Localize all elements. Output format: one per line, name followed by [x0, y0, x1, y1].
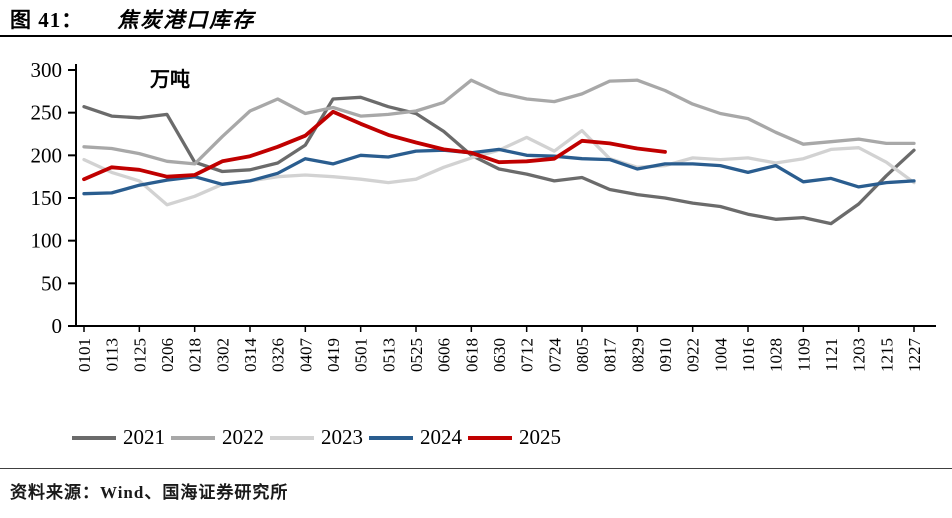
x-tick-label: 1004 — [711, 338, 730, 373]
x-tick-label: 0630 — [490, 338, 509, 372]
data-source: 资料来源：Wind、国海证券研究所 — [10, 483, 289, 502]
legend-label: 2021 — [123, 425, 165, 449]
x-tick-label: 1028 — [767, 338, 786, 372]
legend-label: 2023 — [321, 425, 363, 449]
x-tick-label: 0829 — [628, 338, 647, 372]
series-line-2024 — [82, 147, 916, 196]
series-line-2025 — [82, 109, 667, 182]
legend-item-2022: 2022 — [171, 425, 264, 450]
x-tick-label: 0218 — [186, 338, 205, 372]
legend-item-2025: 2025 — [468, 425, 561, 450]
chart-legend: 2021 2022 2023 2024 2025 — [72, 425, 567, 450]
x-tick-label: 0326 — [269, 338, 288, 372]
y-tick-label: 0 — [52, 314, 63, 338]
x-tick-label: 0525 — [407, 338, 426, 372]
x-tick-label: 0910 — [656, 338, 675, 372]
x-tick-label: 1215 — [877, 338, 896, 372]
chart-area: 0 50 100 150 200 250 300 0101 0113 0125 0206 0218 03… — [0, 38, 952, 420]
figure-title: 焦炭港口库存 — [117, 8, 256, 32]
footer-divider — [0, 468, 952, 469]
x-tick-label: 0712 — [518, 338, 537, 372]
legend-swatch-2021 — [72, 435, 116, 440]
x-tick-label: 0101 — [75, 338, 94, 372]
figure-header: 图 41： 焦炭港口库存 — [10, 4, 942, 34]
unit-label: 万吨 — [149, 67, 190, 91]
x-tick-label: 1109 — [794, 338, 813, 371]
x-tick-label: 1016 — [739, 338, 758, 372]
y-tick-label: 300 — [31, 58, 63, 82]
legend-swatch-2022 — [171, 435, 215, 440]
line-chart: 0 50 100 150 200 250 300 0101 0113 0125 0206 0218 03… — [31, 58, 936, 373]
x-tick-label: 0501 — [352, 338, 371, 372]
legend-label: 2024 — [420, 425, 462, 449]
x-tick-label: 1121 — [822, 338, 841, 371]
x-tick-label: 0419 — [324, 338, 343, 372]
legend-item-2023: 2023 — [270, 425, 363, 450]
legend-item-2021: 2021 — [72, 425, 165, 450]
x-tick-label: 0618 — [462, 338, 481, 372]
x-tick-label: 0724 — [545, 338, 564, 373]
legend-swatch-2024 — [369, 435, 413, 440]
y-tick-label: 50 — [41, 271, 62, 295]
series-line-2021 — [82, 95, 916, 226]
x-tick-label: 1203 — [850, 338, 869, 372]
legend-swatch-2023 — [270, 435, 314, 440]
figure-number: 图 41： — [10, 8, 84, 32]
title-divider — [0, 35, 952, 37]
legend-swatch-2025 — [468, 435, 512, 440]
y-tick-label: 100 — [31, 229, 63, 253]
y-tick-label: 200 — [31, 143, 63, 167]
x-tick-label: 0407 — [296, 338, 315, 373]
y-tick-label: 150 — [31, 186, 63, 210]
legend-label: 2025 — [519, 425, 561, 449]
x-tick-label: 0606 — [435, 338, 454, 372]
legend-item-2024: 2024 — [369, 425, 462, 450]
x-tick-label: 0302 — [213, 338, 232, 372]
y-tick-label: 250 — [31, 101, 63, 125]
x-tick-label: 0805 — [573, 338, 592, 372]
x-tick-label: 0513 — [379, 338, 398, 372]
x-tick-label: 0817 — [601, 338, 620, 373]
legend-label: 2022 — [222, 425, 264, 449]
series-line-2022 — [82, 78, 916, 166]
x-tick-label: 0125 — [130, 338, 149, 372]
x-tick-label: 1227 — [905, 338, 924, 373]
x-tick-label: 0314 — [241, 338, 260, 373]
x-tick-label: 0922 — [684, 338, 703, 372]
x-tick-label: 0206 — [158, 338, 177, 372]
x-tick-label: 0113 — [103, 338, 122, 371]
